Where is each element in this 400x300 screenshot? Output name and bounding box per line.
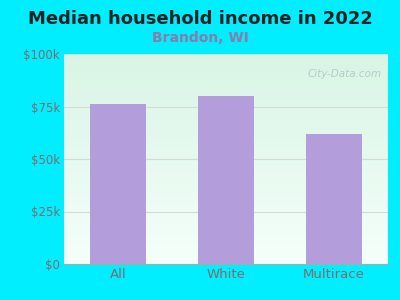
Text: Median household income in 2022: Median household income in 2022 [28,11,372,28]
Text: City-Data.com: City-Data.com [307,69,382,79]
Bar [90,104,146,264]
Bar [306,134,362,264]
Text: Brandon, WI: Brandon, WI [152,32,248,46]
Bar [198,96,254,264]
